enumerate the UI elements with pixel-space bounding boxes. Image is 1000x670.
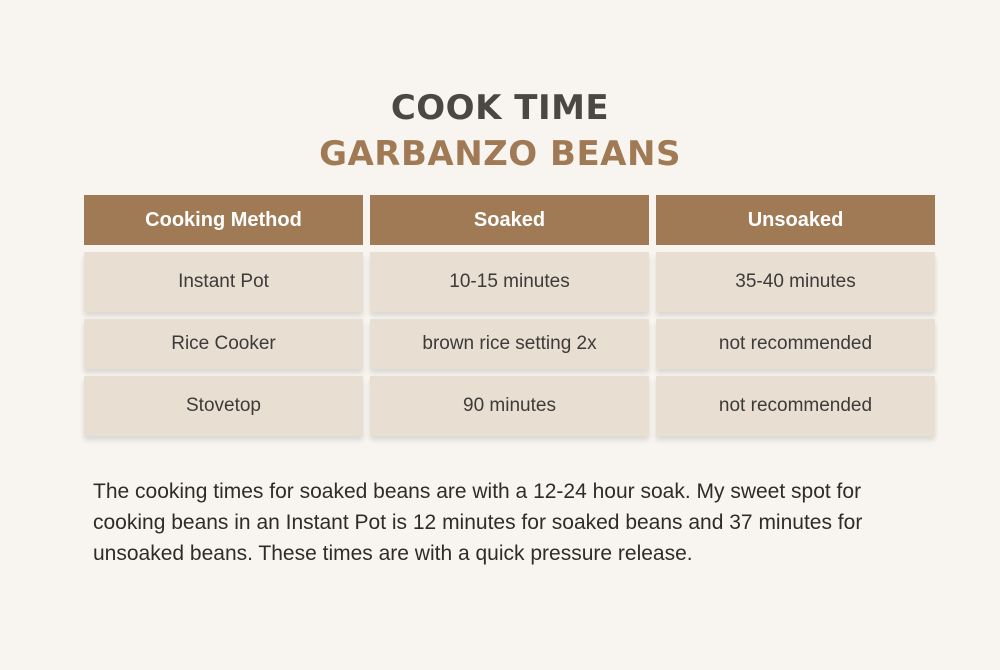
- column-header-soaked: Soaked: [370, 195, 649, 245]
- table-cell-method: Instant Pot: [84, 252, 363, 312]
- cook-time-table: Cooking Method Soaked Unsoaked Instant P…: [84, 195, 935, 436]
- page-subtitle: GARBANZO BEANS: [319, 134, 681, 174]
- column-header-cooking-method: Cooking Method: [84, 195, 363, 245]
- table-cell-unsoaked: not recommended: [656, 319, 935, 369]
- table-cell-soaked: brown rice setting 2x: [370, 319, 649, 369]
- column-header-unsoaked: Unsoaked: [656, 195, 935, 245]
- table-cell-unsoaked: 35-40 minutes: [656, 252, 935, 312]
- cooking-note: The cooking times for soaked beans are w…: [93, 480, 863, 565]
- page-title: COOK TIME: [390, 88, 610, 128]
- table-cell-unsoaked: not recommended: [656, 376, 935, 436]
- table-cell-method: Rice Cooker: [84, 319, 363, 369]
- table-cell-soaked: 90 minutes: [370, 376, 649, 436]
- table-cell-method: Stovetop: [84, 376, 363, 436]
- table-cell-soaked: 10-15 minutes: [370, 252, 649, 312]
